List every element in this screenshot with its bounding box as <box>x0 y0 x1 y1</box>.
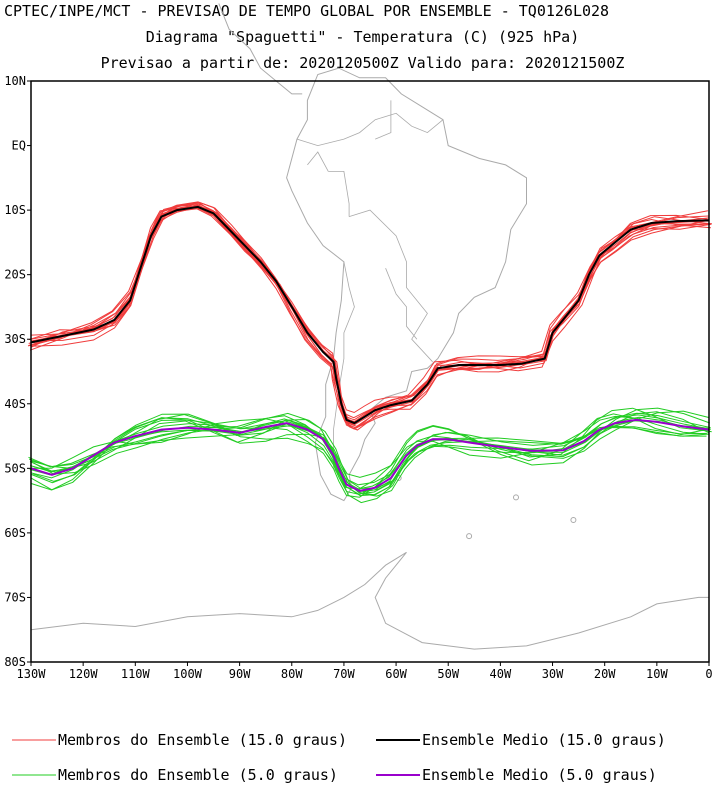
x-tick-label: 130W <box>17 667 47 681</box>
title-source: CPTEC/INPE/MCT - PREVISAO DE TEMPO GLOBA… <box>4 2 610 20</box>
x-tick-label: 60W <box>385 667 407 681</box>
member-line <box>31 208 710 423</box>
x-tick-label: 20W <box>594 667 616 681</box>
legend-label: Ensemble Medio (5.0 graus) <box>422 766 657 784</box>
member-line <box>30 201 709 430</box>
member-line <box>28 203 713 431</box>
y-tick-label: 60S <box>4 526 26 540</box>
y-tick-label: 10N <box>4 74 26 88</box>
x-tick-label: 30W <box>542 667 564 681</box>
antarctica-coast <box>30 551 709 650</box>
mean-line <box>30 418 710 492</box>
country-border <box>307 151 329 172</box>
y-tick-label: 40S <box>4 397 26 411</box>
member-line <box>28 204 712 427</box>
member-line <box>31 206 709 426</box>
central-america-coast <box>218 3 303 95</box>
member-line <box>30 410 710 498</box>
title-validity: Previsao a partir de: 2020120500Z Valido… <box>100 54 625 72</box>
mean-line <box>30 205 710 425</box>
map-coastlines <box>30 3 709 650</box>
plot-frame <box>30 80 710 663</box>
y-tick-label: 30S <box>4 332 26 346</box>
x-tick-label: 50W <box>437 667 459 681</box>
member-line <box>31 207 709 421</box>
island <box>513 494 519 501</box>
country-border <box>375 100 392 140</box>
x-tick-label: 70W <box>333 667 355 681</box>
y-tick-label: 70S <box>4 590 26 604</box>
country-border <box>385 268 418 340</box>
member-line <box>32 204 708 424</box>
title-chart: Diagrama "Spaguetti" - Temperatura (C) (… <box>145 28 580 46</box>
country-border <box>348 209 433 363</box>
y-tick-label: EQ <box>12 139 26 153</box>
member-line <box>30 419 710 486</box>
y-tick-label: 20S <box>4 268 26 282</box>
member-line <box>30 411 710 496</box>
y-tick-label: 50S <box>4 461 26 475</box>
legend-label: Membros do Ensemble (5.0 graus) <box>58 766 338 784</box>
island <box>570 517 577 523</box>
legend: Membros do Ensemble (15.0 graus) Ensemble… <box>12 731 666 784</box>
member-line <box>30 414 711 495</box>
x-tick-label: 0 <box>705 667 712 681</box>
y-tick-label: 10S <box>4 203 26 217</box>
south-america-coast <box>286 67 527 502</box>
member-line <box>28 413 707 496</box>
member-line <box>31 415 710 484</box>
legend-label: Ensemble Medio (15.0 graus) <box>422 731 666 749</box>
member-line <box>31 203 709 419</box>
ensemble-means <box>30 205 710 492</box>
island <box>466 533 473 540</box>
member-line <box>33 420 709 493</box>
member-line <box>29 207 708 425</box>
axes: 130W 120W 110W 100W 90W 80W 70W 60W 50W 40W 30W 20W… <box>4 74 712 681</box>
legend-label: Membros do Ensemble (15.0 graus) <box>58 731 347 749</box>
x-tick-label: 10W <box>646 667 668 681</box>
x-tick-label: 100W <box>173 667 203 681</box>
x-tick-label: 40W <box>490 667 512 681</box>
x-tick-label: 110W <box>121 667 151 681</box>
member-line <box>27 201 711 429</box>
member-line <box>30 202 710 414</box>
country-border <box>328 171 350 217</box>
member-line <box>28 205 712 423</box>
x-tick-label: 80W <box>281 667 303 681</box>
ensemble-members <box>27 201 713 504</box>
member-line <box>31 207 708 425</box>
x-tick-label: 120W <box>69 667 99 681</box>
y-tick-label: 80S <box>4 655 26 669</box>
country-border <box>296 112 444 147</box>
member-line <box>33 201 709 430</box>
x-tick-label: 90W <box>229 667 251 681</box>
